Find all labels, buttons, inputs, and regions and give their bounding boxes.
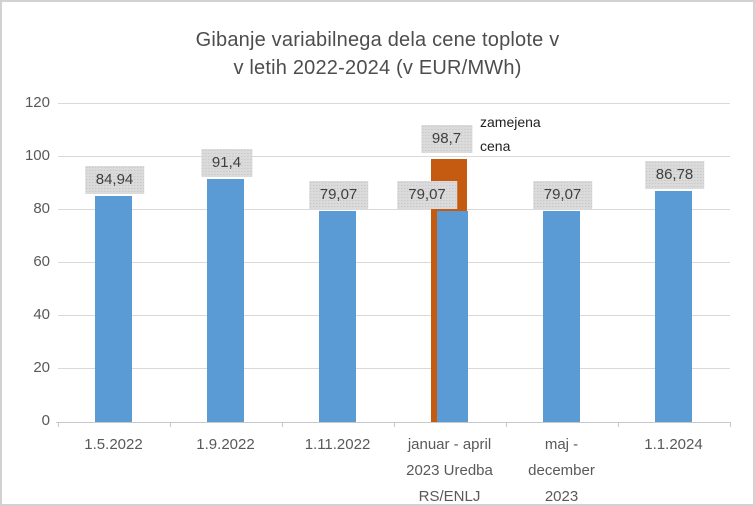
x-category-label-line: 1.11.2022 [304, 436, 371, 453]
gridline [57, 156, 730, 157]
gridline [57, 262, 730, 263]
chart-title-line-1: Gibanje variabilnega dela cene toplote v [195, 29, 560, 51]
x-category-label-line: 2023 Uredba [406, 462, 493, 479]
x-axis-tick [505, 422, 507, 427]
x-category-label-line: januar - april [407, 436, 492, 453]
x-category-label: 1.1.2024 [618, 432, 730, 458]
annotation-line-1: zamejena [480, 114, 541, 130]
x-axis-tick [169, 422, 171, 427]
x-category-label-line: 2023 [544, 488, 579, 505]
x-axis-tick [729, 422, 731, 427]
x-axis-tick [281, 422, 283, 427]
bar-blue [655, 191, 692, 422]
x-category-label-line: 1.5.2022 [84, 436, 143, 453]
bar-blue [543, 211, 580, 422]
x-axis-tick [393, 422, 395, 427]
x-axis-tick [57, 422, 59, 427]
x-category-label-line: maj - [544, 436, 579, 453]
chart-title-line-2: v letih 2022-2024 (v EUR/MWh) [233, 57, 522, 79]
y-tick-label: 0 [41, 412, 50, 429]
x-category-label: 1.5.2022 [58, 432, 170, 458]
x-axis-tick [617, 422, 619, 427]
bar-blue [319, 211, 356, 422]
data-label-blue: 86,78 [644, 161, 705, 190]
y-tick-label: 100 [24, 147, 50, 164]
data-label-blue: 91,4 [200, 148, 253, 177]
x-category-label-line: december [528, 462, 595, 479]
x-axis-line [55, 422, 730, 423]
bar-blue [207, 178, 244, 422]
x-category-label: 1.9.2022 [170, 432, 282, 458]
x-category-label: januar - april 2023 Uredba RS/ENLJ [394, 432, 506, 505]
data-label-blue: 79,07 [532, 181, 593, 210]
annotation-zamejena-cena: zamejena cena [480, 110, 541, 158]
y-tick-label: 20 [33, 359, 50, 376]
chart-title: Gibanje variabilnega dela cene toplote v… [2, 26, 753, 82]
x-category-label: 1.11.2022 [282, 432, 394, 458]
data-label-orange: 98,7 [420, 125, 473, 154]
data-label-blue: 79,07 [308, 181, 369, 210]
y-tick-label: 40 [33, 306, 50, 323]
data-label-blue: 79,07 [397, 181, 457, 210]
x-category-label-line: 1.9.2022 [196, 436, 255, 453]
gridline [57, 368, 730, 369]
y-tick-label: 80 [33, 200, 50, 217]
bar-blue [95, 195, 132, 422]
gridline [57, 315, 730, 316]
y-tick-label: 120 [24, 94, 50, 111]
bar-blue [437, 211, 468, 422]
annotation-line-2: cena [480, 138, 511, 154]
data-label-blue: 84,94 [84, 165, 145, 194]
x-category-label-line: RS/ENLJ [418, 488, 481, 505]
gridline [57, 103, 730, 104]
x-category-label-line: 1.1.2024 [644, 436, 703, 453]
gridline [57, 209, 730, 210]
y-tick-label: 60 [33, 253, 50, 270]
x-category-label: maj - december 2023 [506, 432, 618, 505]
